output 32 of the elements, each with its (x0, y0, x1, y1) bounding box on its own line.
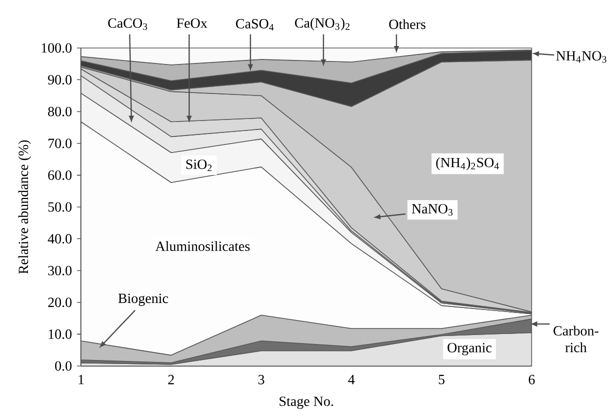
y-tick-label: 90.0 (48, 75, 72, 85)
text: Ca(NO$_{3}$)$_{2}$ (295, 18, 350, 30)
y-tick-label: 100.0 (42, 43, 72, 53)
y-tick-label: 0.0 (55, 361, 72, 371)
annotation: SiO$_{2}$ (186, 160, 212, 172)
text: NH$_{4}$NO$_{3}$ (556, 51, 606, 63)
x-axis-title: Stage No. (280, 396, 334, 409)
y-tick-label: 40.0 (48, 234, 72, 244)
y-tick-label: 30.0 (48, 266, 72, 276)
annotation: Organic (448, 342, 492, 356)
x-tick-label: 3 (258, 374, 264, 384)
x-tick-label: 2 (168, 374, 174, 384)
text: Others (389, 19, 426, 30)
x-tick-label: 4 (348, 374, 355, 384)
y-tick-label: 20.0 (48, 298, 72, 308)
y-tick-label: 50.0 (48, 202, 72, 212)
annotation: NaNO$_{3}$ (412, 204, 453, 216)
text: FeOx (176, 18, 208, 28)
x-tick-label: 6 (528, 374, 535, 384)
y-tick-label: 60.0 (48, 170, 72, 180)
annotation: Aluminosilicates (155, 241, 250, 252)
x-tick-label: 1 (78, 374, 84, 384)
text: Carbon-rich (554, 326, 598, 352)
text: CaSO$_{4}$ (236, 19, 274, 31)
y-axis-title: Relative abundance (%) (18, 140, 31, 274)
x-tick-label: 5 (438, 374, 444, 384)
annotation: Biogenic (118, 294, 168, 306)
y-tick-label: 80.0 (48, 106, 72, 116)
y-tick-label: 70.0 (48, 138, 72, 148)
text: CaCO$_{3}$ (108, 18, 148, 30)
annotation: (NH$_{4}$)$_{2}$SO$_{4}$ (436, 157, 499, 170)
y-tick-label: 10.0 (48, 329, 72, 339)
